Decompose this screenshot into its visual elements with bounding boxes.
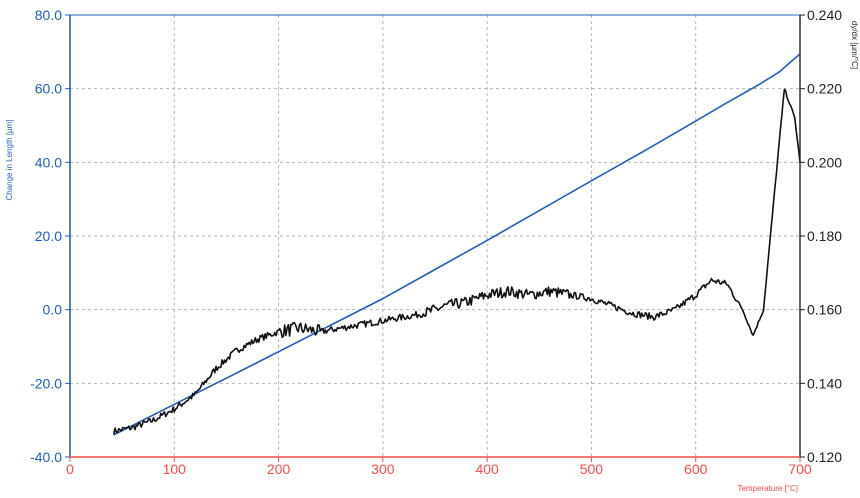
y-left-tick-label: 20.0 xyxy=(35,228,62,244)
x-tick-label: 700 xyxy=(788,461,812,477)
series-line-2 xyxy=(113,88,801,435)
axes xyxy=(65,14,805,462)
y-left-tick-label: 60.0 xyxy=(35,81,62,97)
x-tick-label: 500 xyxy=(580,461,604,477)
y-left-tick-label: 80.0 xyxy=(35,7,62,23)
series-layer xyxy=(113,53,801,436)
x-axis-title: Temperature [°C] xyxy=(737,484,798,493)
x-tick-label: 200 xyxy=(267,461,291,477)
y-right-tick-label: 0.160 xyxy=(807,302,842,318)
x-tick-label: 300 xyxy=(371,461,395,477)
x-tick-label: 100 xyxy=(163,461,187,477)
y-left-tick-label: -20.0 xyxy=(30,375,62,391)
tick-labels: 0 100 200 300 400 500 600 700 -40.0 -20.0 0.0 20.0 4… xyxy=(30,7,842,477)
y-left-tick-label: 0.0 xyxy=(43,302,63,318)
y-left-tick-label: 40.0 xyxy=(35,154,62,170)
y-right-tick-label: 0.180 xyxy=(807,228,842,244)
x-tick-label: 0 xyxy=(66,461,74,477)
series-line-1 xyxy=(113,53,801,436)
y-right-tick-label: 0.200 xyxy=(807,154,842,170)
y-right-axis-title: dy/dx [µm/°C] xyxy=(850,21,859,69)
x-tick-label: 400 xyxy=(475,461,499,477)
y-right-tick-label: 0.140 xyxy=(807,375,842,391)
x-tick-label: 600 xyxy=(684,461,708,477)
y-right-tick-label: 0.240 xyxy=(807,7,842,23)
grid xyxy=(70,15,800,457)
y-right-tick-label: 0.120 xyxy=(807,449,842,465)
y-right-tick-label: 0.220 xyxy=(807,81,842,97)
y-left-tick-label: -40.0 xyxy=(30,449,62,465)
y-left-axis-title: Change in Length [µm] xyxy=(5,119,14,200)
